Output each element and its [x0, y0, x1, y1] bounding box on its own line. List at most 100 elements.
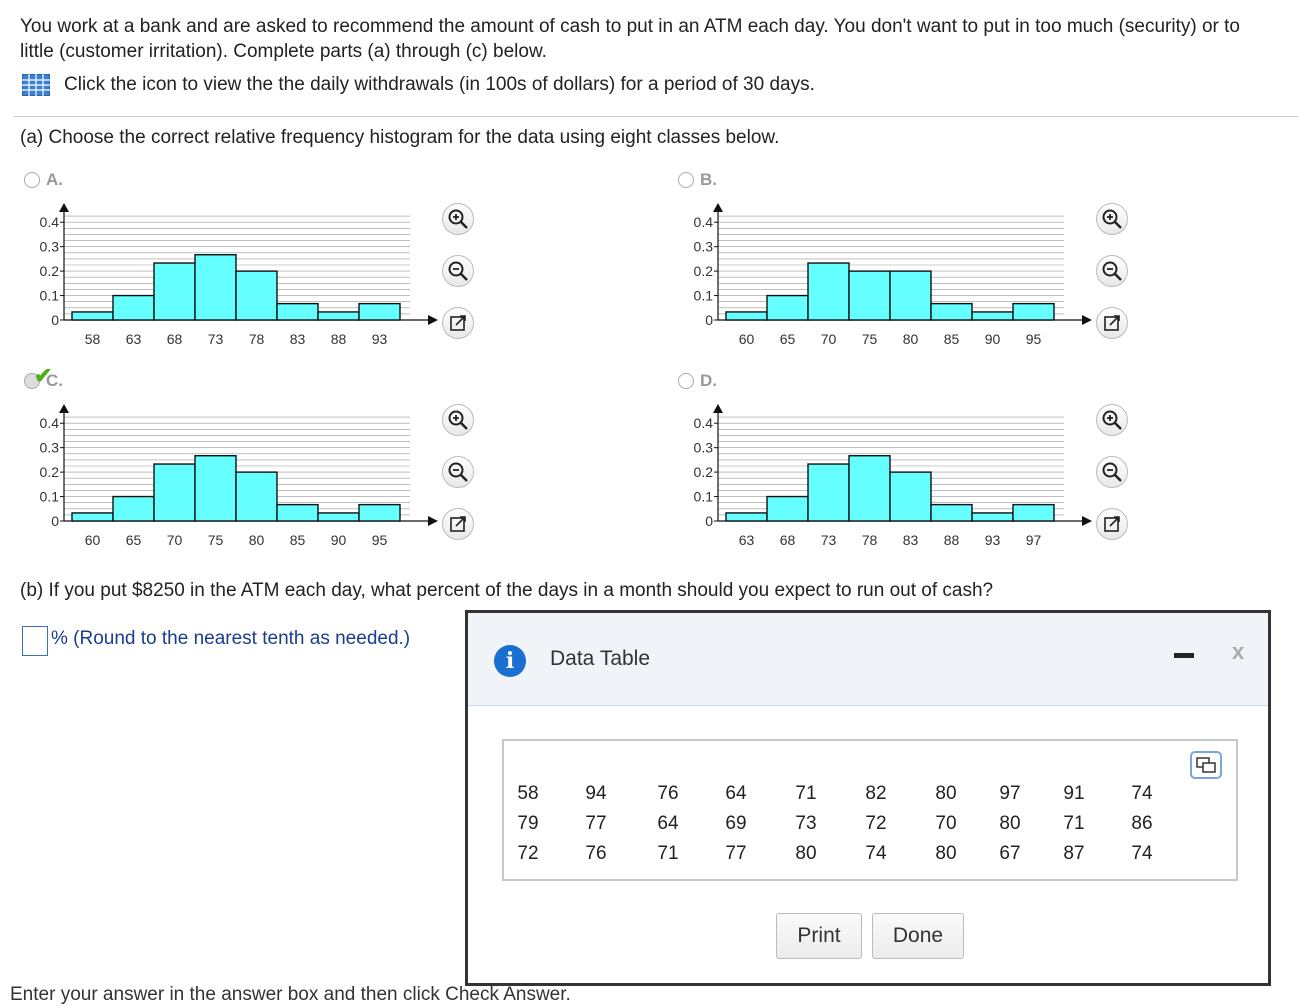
x-tick-label: 68: [167, 331, 183, 347]
x-tick-label: 88: [331, 331, 347, 347]
option-b[interactable]: B.: [678, 170, 717, 190]
x-tick-label: 93: [372, 331, 388, 347]
x-axis-arrow: [428, 516, 438, 526]
zoom-out-icon-chart-c[interactable]: [442, 456, 474, 488]
histogram-bar: [971, 311, 1014, 321]
zoom-in-icon-chart-d[interactable]: [1096, 404, 1128, 436]
histogram-d-svg: 0 0.1 0.2 0.3 0.4 63 68 73 78 83 88 93 97: [694, 404, 1092, 548]
x-tick-label: 73: [208, 331, 224, 347]
y-axis-arrow: [59, 203, 69, 212]
y-tick-label: 0.1: [40, 489, 60, 505]
zoom-out-icon-chart-d[interactable]: [1096, 456, 1128, 488]
minimize-button[interactable]: [1174, 653, 1194, 658]
table-cell: 77: [725, 843, 747, 864]
option-c[interactable]: ✔ C.: [24, 363, 63, 391]
table-cell: 80: [935, 843, 957, 864]
histogram-bar: [276, 503, 319, 522]
table-cell: 91: [1063, 783, 1085, 804]
y-tick-label: 0.2: [694, 464, 714, 480]
expand-icon-chart-c[interactable]: [442, 508, 474, 540]
histogram-bar: [889, 471, 932, 522]
radio-option-c[interactable]: [24, 373, 40, 389]
histogram-bar: [848, 455, 891, 522]
table-cell: 64: [657, 813, 679, 834]
check-icon: ✔: [34, 363, 53, 388]
footer-instruction: Enter your answer in the answer box and …: [10, 984, 571, 1005]
expand-icon-chart-d[interactable]: [1096, 508, 1128, 540]
x-tick-label: 80: [903, 331, 919, 347]
table-cell: 69: [725, 813, 747, 834]
info-icon: i: [494, 645, 526, 677]
x-tick-label: 60: [739, 331, 755, 347]
y-tick-label: 0: [705, 513, 713, 529]
table-cell: 76: [585, 843, 607, 864]
x-tick-label: 68: [780, 532, 796, 548]
histogram-a: 0 0.1 0.2 0.3 0.4 58 63 68 73 78 83 88 93: [28, 200, 448, 355]
x-tick-label: 83: [903, 532, 919, 548]
x-tick-label: 85: [944, 331, 960, 347]
histogram-bar: [153, 463, 196, 522]
data-link-text[interactable]: Click the icon to view the the daily wit…: [64, 74, 815, 95]
divider: [14, 116, 1298, 117]
x-axis-arrow: [428, 315, 438, 325]
y-tick-label: 0.4: [694, 214, 714, 230]
zoom-in-icon-chart-c[interactable]: [442, 404, 474, 436]
histogram-bar: [235, 270, 278, 321]
radio-option-d[interactable]: [678, 373, 694, 389]
table-cell: 58: [517, 783, 539, 804]
print-button[interactable]: Print: [776, 913, 862, 959]
table-cell: 87: [1063, 843, 1085, 864]
option-c-label: C.: [46, 371, 63, 390]
table-cell: 97: [999, 783, 1021, 804]
radio-option-a[interactable]: [24, 172, 40, 188]
zoom-out-icon-chart-a[interactable]: [442, 255, 474, 287]
histogram-bar: [930, 503, 973, 522]
x-tick-label: 80: [249, 532, 265, 548]
x-tick-label: 70: [821, 331, 837, 347]
y-axis-arrow: [713, 404, 723, 413]
table-cell: 94: [585, 783, 607, 804]
y-tick-label: 0.1: [694, 489, 714, 505]
expand-icon-chart-b[interactable]: [1096, 307, 1128, 339]
x-tick-label: 78: [862, 532, 878, 548]
x-tick-label: 63: [126, 331, 142, 347]
histogram-bar: [1012, 302, 1055, 321]
zoom-out-icon-chart-b[interactable]: [1096, 255, 1128, 287]
zoom-in-icon-chart-b[interactable]: [1096, 203, 1128, 235]
y-tick-label: 0.3: [694, 239, 714, 255]
x-tick-label: 85: [290, 532, 306, 548]
histogram-a-svg: 0 0.1 0.2 0.3 0.4 58 63 68 73 78 83 88 93: [40, 203, 438, 347]
copy-icon[interactable]: [1190, 751, 1222, 779]
y-tick-label: 0.2: [40, 263, 60, 279]
option-d[interactable]: D.: [678, 371, 717, 391]
x-tick-label: 65: [126, 532, 142, 548]
table-cell: 77: [585, 813, 607, 834]
histogram-bar: [194, 254, 237, 321]
histogram-bar: [71, 512, 114, 522]
table-cell: 80: [795, 843, 817, 864]
table-icon[interactable]: [22, 73, 50, 96]
zoom-in-icon-chart-a[interactable]: [442, 203, 474, 235]
histogram-bar: [358, 503, 401, 522]
x-tick-label: 90: [985, 331, 1001, 347]
table-cell: 74: [1131, 783, 1153, 804]
done-button[interactable]: Done: [872, 913, 964, 959]
expand-icon-chart-a[interactable]: [442, 307, 474, 339]
data-table: 58 94 76 64 71 82 80 97 91 74 79 77 64 69 73 72 70 80 71 86…: [502, 739, 1238, 881]
answer-input[interactable]: [22, 626, 48, 656]
histogram-bar: [112, 495, 155, 522]
table-cell: 64: [725, 783, 747, 804]
histogram-bar: [317, 311, 360, 321]
x-tick-label: 90: [331, 532, 347, 548]
y-tick-label: 0.4: [40, 214, 60, 230]
histogram-bar: [766, 294, 809, 321]
intro-text: You work at a bank and are asked to reco…: [20, 14, 1298, 64]
intro-line-1: You work at a bank and are asked to reco…: [20, 16, 1240, 37]
radio-option-b[interactable]: [678, 172, 694, 188]
histogram-c: 0 0.1 0.2 0.3 0.4 60 65 70 75 80 85 90 95: [28, 401, 448, 556]
y-tick-label: 0.3: [40, 440, 60, 456]
data-link-row[interactable]: Click the icon to view the the daily wit…: [22, 72, 815, 97]
close-button[interactable]: x: [1232, 639, 1245, 664]
option-a[interactable]: A.: [24, 170, 63, 190]
y-tick-label: 0: [51, 513, 59, 529]
